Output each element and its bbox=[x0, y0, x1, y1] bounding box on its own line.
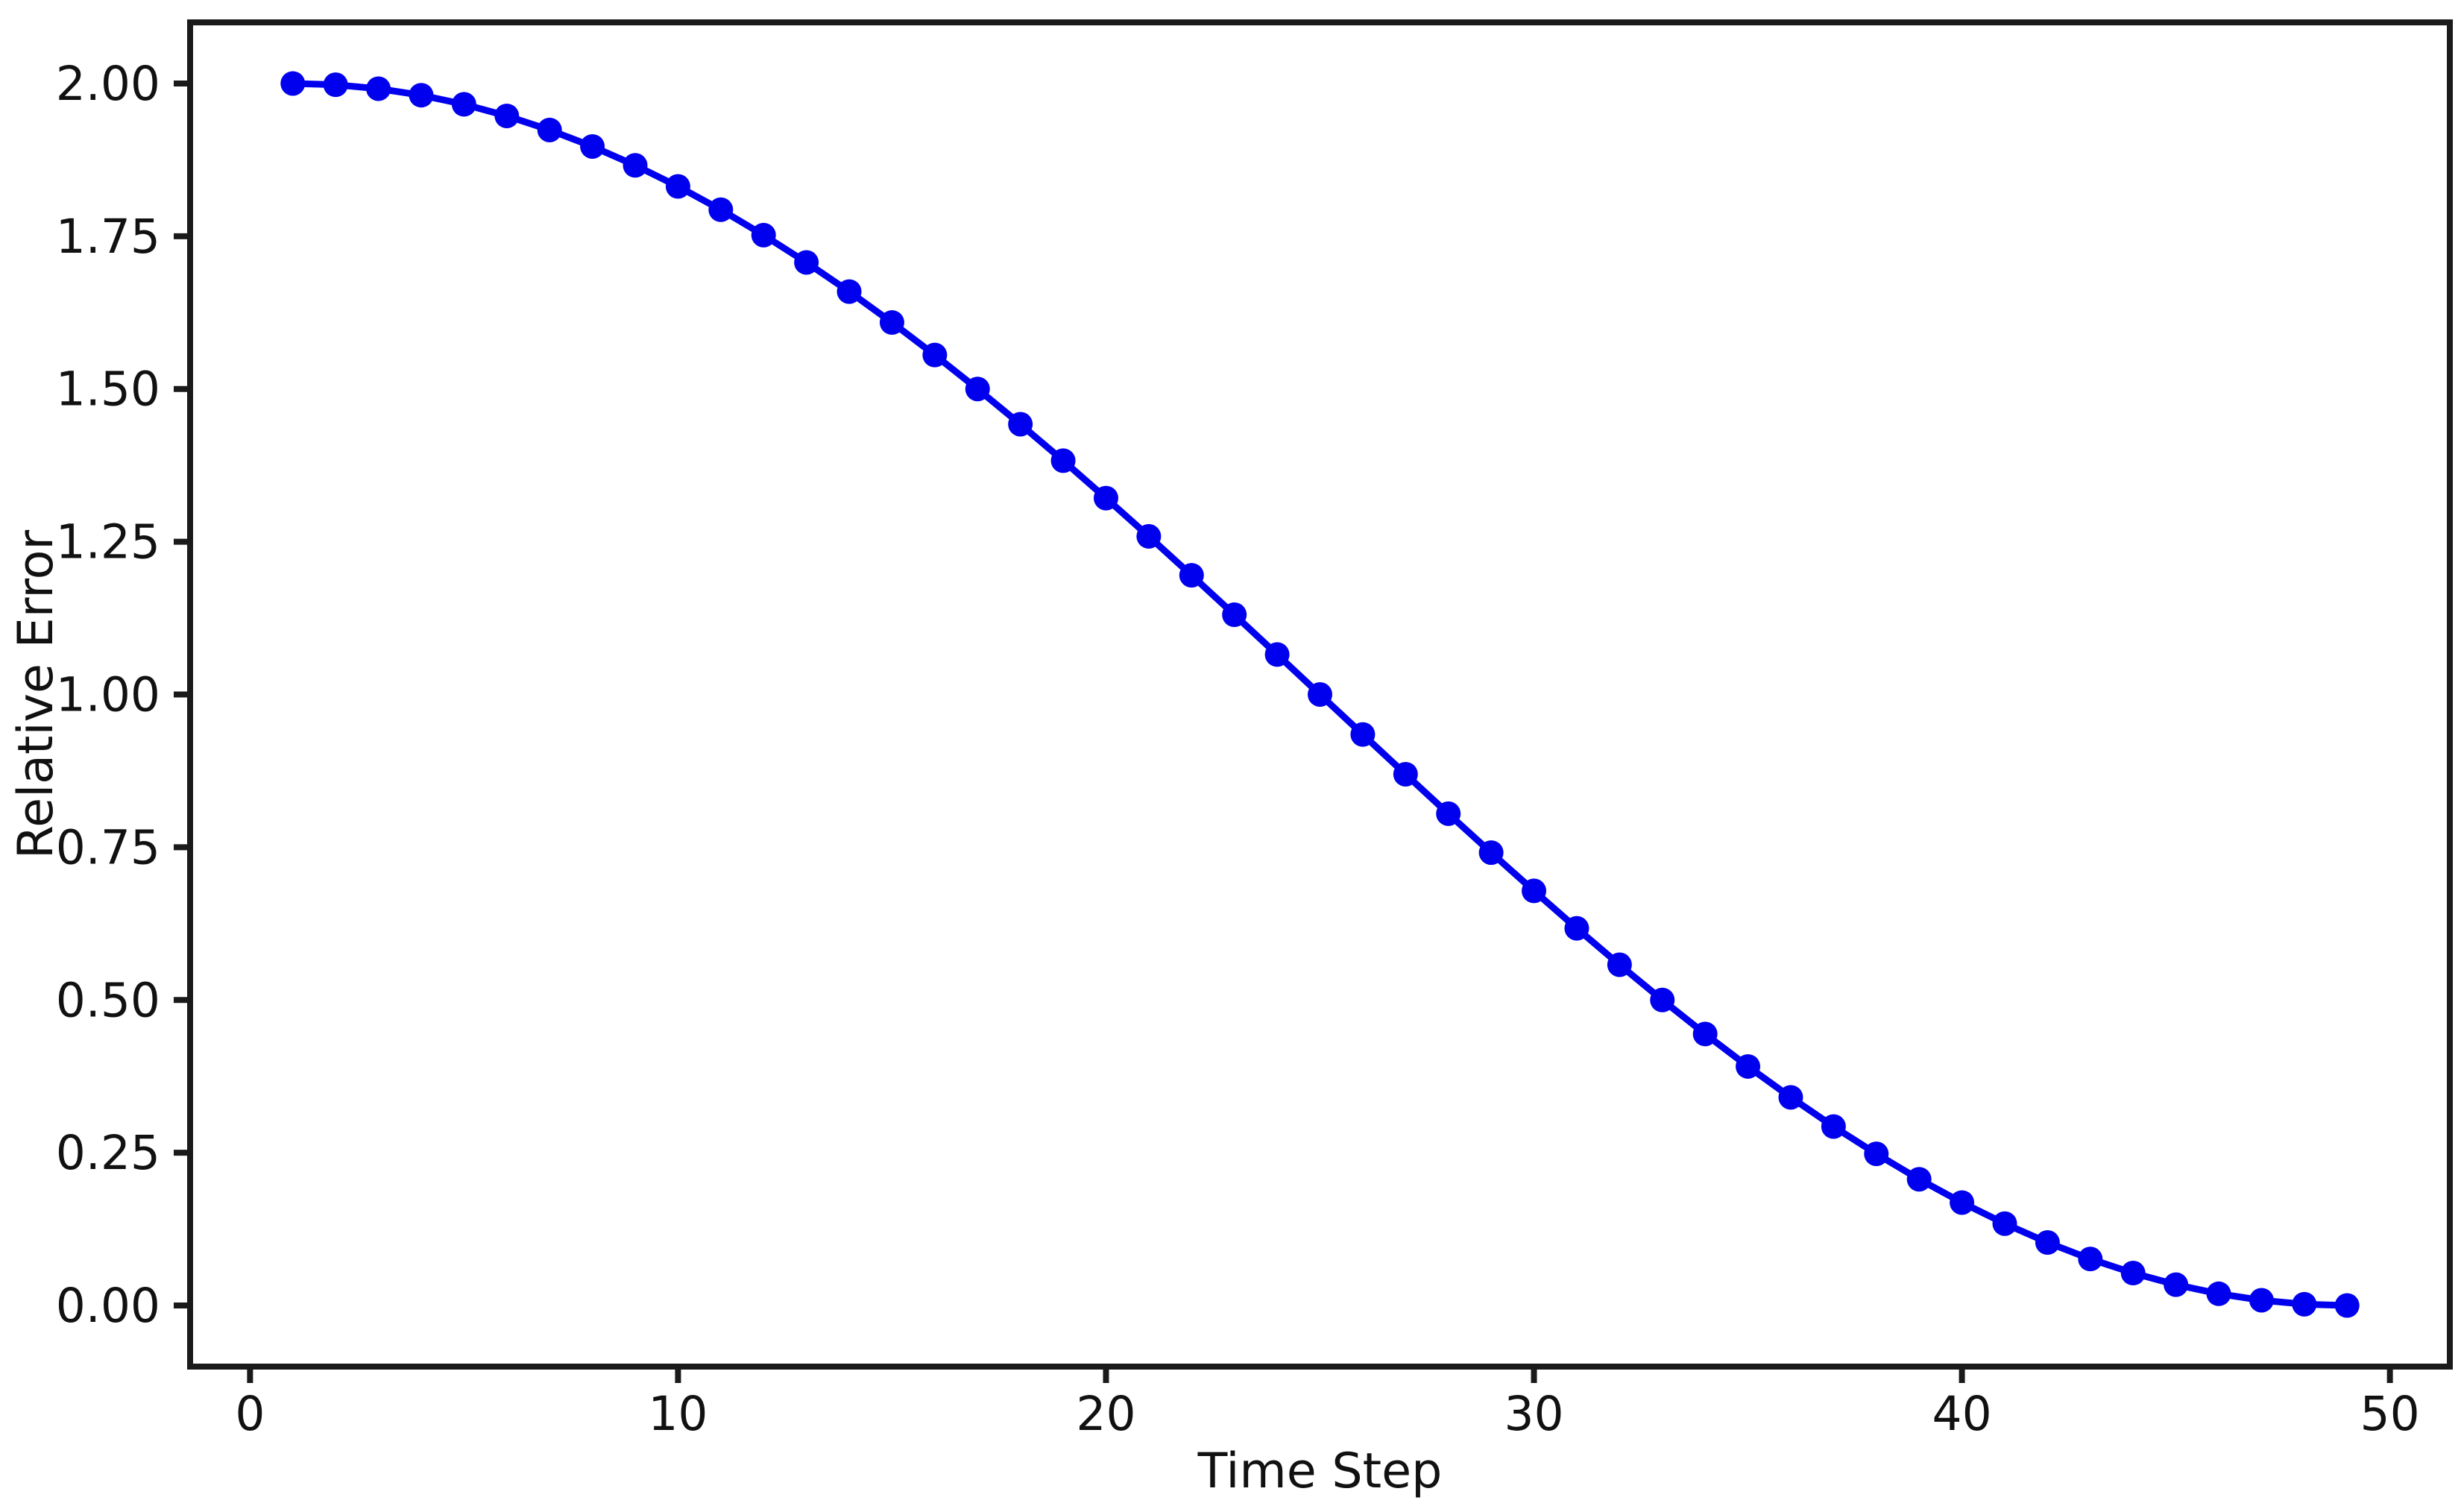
data-point-marker bbox=[1264, 642, 1290, 667]
x-tick-label: 20 bbox=[1076, 1387, 1135, 1441]
data-point-marker bbox=[1864, 1141, 1889, 1167]
data-point-marker bbox=[2078, 1247, 2103, 1272]
data-point-marker bbox=[580, 133, 605, 159]
data-point-marker bbox=[1222, 602, 1247, 628]
data-point-marker bbox=[1093, 485, 1118, 511]
data-point-marker bbox=[2334, 1293, 2360, 1318]
data-point-marker bbox=[708, 197, 734, 222]
data-point-marker bbox=[2249, 1288, 2274, 1313]
data-point-marker bbox=[366, 76, 391, 101]
x-axis-label: Time Step bbox=[1197, 1443, 1443, 1499]
y-tick-label: 0.25 bbox=[56, 1126, 160, 1180]
data-point-marker bbox=[451, 92, 476, 117]
data-point-marker bbox=[1650, 987, 1675, 1012]
data-point-marker bbox=[1436, 801, 1461, 826]
x-tick-label: 10 bbox=[648, 1387, 708, 1441]
x-tick-label: 30 bbox=[1504, 1387, 1563, 1441]
data-point-marker bbox=[794, 250, 819, 275]
data-point-marker bbox=[836, 279, 862, 304]
data-point-marker bbox=[409, 83, 434, 108]
data-point-marker bbox=[1692, 1021, 1718, 1047]
y-tick-label: 1.75 bbox=[56, 210, 160, 264]
data-point-marker bbox=[2164, 1272, 2189, 1297]
data-point-marker bbox=[879, 310, 904, 335]
data-point-marker bbox=[1478, 840, 1504, 866]
data-point-marker bbox=[1906, 1167, 1932, 1192]
data-point-marker bbox=[323, 72, 348, 98]
data-point-marker bbox=[1564, 916, 1589, 941]
y-tick-label: 2.00 bbox=[56, 57, 160, 111]
data-point-marker bbox=[1992, 1211, 2017, 1236]
data-point-marker bbox=[494, 103, 520, 128]
axes-spines bbox=[187, 19, 2453, 1370]
x-tick-label: 0 bbox=[235, 1387, 265, 1441]
data-point-marker bbox=[2206, 1281, 2231, 1306]
data-point-marker bbox=[665, 174, 690, 199]
data-point-marker bbox=[751, 222, 776, 248]
data-point-marker bbox=[1778, 1085, 1803, 1110]
data-point-marker bbox=[1393, 761, 1418, 787]
data-point-marker bbox=[965, 377, 990, 402]
data-point-marker bbox=[2035, 1230, 2060, 1256]
y-tick-label: 1.00 bbox=[56, 668, 160, 722]
y-tick-label: 0.50 bbox=[56, 973, 160, 1027]
data-point-marker bbox=[1050, 448, 1076, 473]
data-point-marker bbox=[280, 71, 306, 96]
data-point-marker bbox=[1008, 412, 1033, 437]
data-point-marker bbox=[1950, 1190, 1975, 1215]
y-axis-label: Relative Error bbox=[8, 530, 64, 860]
data-point-marker bbox=[537, 117, 562, 142]
x-tick-label: 50 bbox=[2360, 1387, 2420, 1441]
y-tick-label: 1.25 bbox=[56, 515, 160, 570]
y-tick-label: 1.50 bbox=[56, 362, 160, 417]
data-point-marker bbox=[1350, 722, 1376, 747]
data-point-marker bbox=[623, 153, 648, 178]
data-point-marker bbox=[1522, 878, 1547, 904]
data-point-marker bbox=[1607, 952, 1632, 977]
data-point-marker bbox=[922, 342, 948, 368]
data-point-marker bbox=[2292, 1291, 2317, 1317]
data-point-marker bbox=[2120, 1261, 2146, 1286]
x-tick-label: 40 bbox=[1932, 1387, 1991, 1441]
data-point-marker bbox=[1821, 1114, 1846, 1139]
data-point-marker bbox=[1308, 682, 1332, 707]
y-tick-label: 0.00 bbox=[56, 1279, 160, 1333]
y-tick-label: 0.75 bbox=[56, 820, 160, 875]
data-point-marker bbox=[1179, 563, 1204, 588]
data-point-marker bbox=[1136, 523, 1162, 549]
data-point-marker bbox=[1736, 1053, 1761, 1079]
